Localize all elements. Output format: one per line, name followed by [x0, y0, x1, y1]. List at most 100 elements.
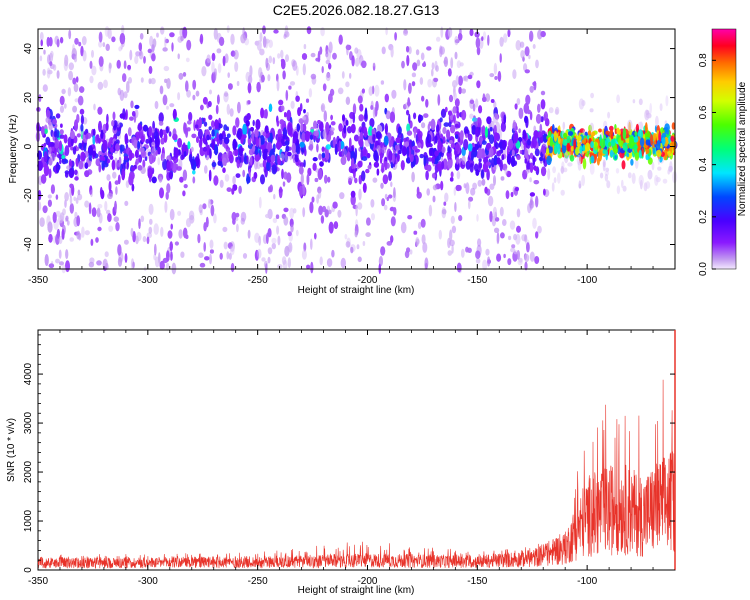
spectrogram-cell: [509, 220, 516, 230]
spectrogram-cell: [247, 229, 251, 239]
spectrogram-cell: [346, 44, 349, 56]
spectrogram-cell: [368, 126, 373, 138]
colorbar-gradient: [711, 28, 737, 270]
spectrogram-cell: [456, 262, 462, 273]
spectrogram-cell: [272, 217, 278, 224]
spectrogram-frame: [37, 28, 676, 270]
spectrogram-cell: [606, 180, 611, 189]
spectrogram-cell: [569, 154, 575, 162]
spectrogram-cell: [398, 150, 402, 154]
spectrogram-cell: [327, 176, 331, 183]
spectrogram-cell: [472, 182, 477, 190]
spectrogram-cell: [340, 156, 347, 166]
spectrogram-cell: [159, 187, 164, 199]
spectrogram-cell: [651, 161, 655, 171]
spectrogram-cell: [177, 53, 180, 60]
spectrogram-cell: [186, 39, 192, 51]
spectrogram-cell: [516, 250, 520, 260]
spectrogram-cell: [301, 53, 308, 60]
spectrogram-cell: [100, 189, 105, 200]
spectrogram-cell: [502, 219, 507, 226]
spectrogram-cell: [155, 150, 158, 156]
spectrogram-cell: [282, 134, 288, 140]
spectrogram-cell: [91, 49, 94, 58]
spectrogram-cell: [137, 141, 141, 150]
spectrogram-cell: [450, 215, 455, 224]
spectrogram-cell: [267, 186, 272, 193]
spectrogram-cell: [134, 109, 139, 118]
spectrogram-cell: [183, 184, 188, 189]
spectrogram-cell: [537, 103, 541, 114]
spectrogram-cell: [236, 81, 240, 86]
spectrogram-cell: [394, 32, 397, 41]
spectrogram-cell: [493, 124, 497, 134]
spectrogram-cell: [434, 60, 438, 71]
spectrogram-cell: [90, 238, 94, 246]
spectrogram-cell: [370, 105, 374, 110]
spectrogram-cell: [285, 54, 289, 62]
spectrogram-cell: [481, 140, 487, 145]
spectrogram-cell: [58, 235, 63, 245]
spectrogram-cell: [645, 181, 651, 189]
spectrogram-cell: [203, 121, 208, 127]
spectrogram-cell: [187, 141, 191, 150]
spectrogram-cell: [303, 44, 307, 50]
spectrogram-cell: [355, 204, 358, 217]
spectrogram-cell: [279, 153, 285, 161]
spectrogram-cell: [128, 77, 132, 84]
spectrogram-cell: [250, 127, 254, 132]
spectrogram-cell: [671, 122, 676, 130]
spectrogram-cell: [317, 120, 321, 124]
spectrogram-cell: [417, 130, 423, 138]
spectrogram-cell: [419, 77, 424, 85]
spectrogram-cell: [650, 134, 654, 146]
spectrogram-cell: [557, 172, 561, 184]
spectrogram-cell: [334, 143, 338, 155]
spectrogram-cell: [72, 146, 77, 155]
spectrogram-cell: [494, 76, 498, 80]
spectrogram-cell: [535, 195, 539, 208]
spectrogram-cell: [373, 161, 379, 168]
spectrogram-cell: [311, 196, 315, 203]
spectrogram-cell: [470, 187, 476, 196]
spectrogram-cell: [582, 129, 585, 137]
spectrogram-cell: [316, 143, 319, 153]
spectrogram-cell: [463, 139, 469, 151]
spectrogram-cell: [235, 173, 241, 179]
spectrogram-cell: [557, 135, 561, 144]
spectrogram-cell: [75, 158, 79, 166]
spectrogram-cell: [383, 135, 389, 146]
spectrogram-cell: [496, 157, 501, 165]
spectrogram-cell: [395, 137, 401, 143]
spectrogram-cell: [321, 104, 324, 111]
spectrogram-cell: [48, 263, 55, 269]
spectrogram-cell: [421, 122, 426, 129]
spectrogram-cell: [198, 117, 202, 129]
spectrogram-cell: [627, 172, 632, 179]
snr-x-tick-label: -250: [248, 576, 268, 587]
spectrogram-cell: [667, 169, 670, 175]
spectrogram-cell: [188, 210, 195, 221]
spectrogram-cell: [423, 155, 427, 167]
spectrogram-cell: [573, 138, 577, 150]
spectrogram-cell: [198, 204, 203, 214]
spectrogram-cell: [458, 215, 463, 222]
spectrogram-cell: [545, 118, 550, 127]
spectrogram-cell: [657, 155, 661, 166]
spectrogram-cell: [566, 135, 571, 144]
spectrogram-cell: [455, 143, 460, 152]
spectrogram-cell: [354, 177, 358, 184]
spectrogram-cell: [626, 152, 629, 158]
spectrogram-cell: [303, 242, 307, 252]
spectrogram-cell: [361, 170, 366, 182]
spectrogram-cell: [430, 118, 436, 131]
spectrogram-cell: [542, 133, 548, 143]
spectrogram-cell: [423, 113, 429, 118]
spectrogram-cell: [380, 141, 383, 148]
spectrogram-cell: [105, 43, 110, 52]
spectrogram-cell: [199, 262, 206, 268]
spectrogram-cell: [271, 242, 276, 250]
spectrogram-cell: [478, 105, 483, 114]
spectrogram-cell: [64, 159, 69, 164]
spectrogram-cell: [308, 88, 313, 98]
